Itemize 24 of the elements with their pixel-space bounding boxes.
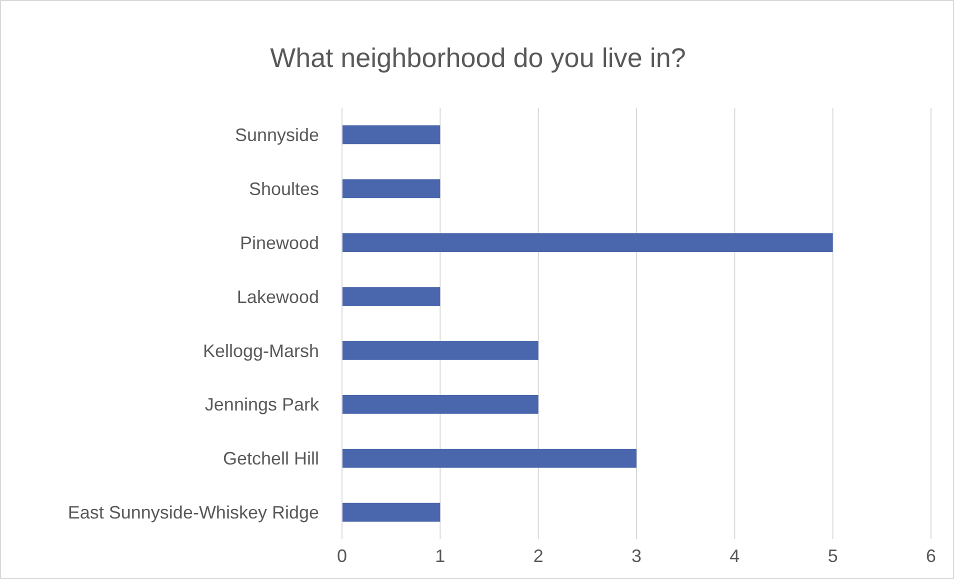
x-tick-label: 0 [336,546,348,566]
y-tick-label: Shoultes [248,178,319,199]
bar [342,179,440,198]
y-tick-label: Jennings Park [204,394,320,415]
x-tick-label: 3 [631,546,642,566]
y-tick-label: East Sunnyside-Whiskey Ridge [68,502,319,523]
x-tick-label: 1 [435,546,446,566]
bar [342,394,538,414]
chart-title: What neighborhood do you live in? [270,43,686,73]
bar [342,502,440,522]
x-tick-label: 2 [533,546,544,566]
bar [342,341,538,360]
y-tick-label: Sunnyside [234,125,319,145]
bar [342,233,833,252]
y-tick-label: Pinewood [240,232,319,253]
x-tick-label: 6 [926,546,936,566]
x-tick-label: 5 [828,546,838,566]
x-tick-label: 4 [730,546,740,566]
y-tick-label: Getchell Hill [222,448,319,469]
y-tick-label: Kellogg-Marsh [202,340,319,361]
bar [342,287,440,306]
bar [342,448,636,468]
y-tick-label: Lakewood [236,286,319,307]
bar [342,125,440,144]
